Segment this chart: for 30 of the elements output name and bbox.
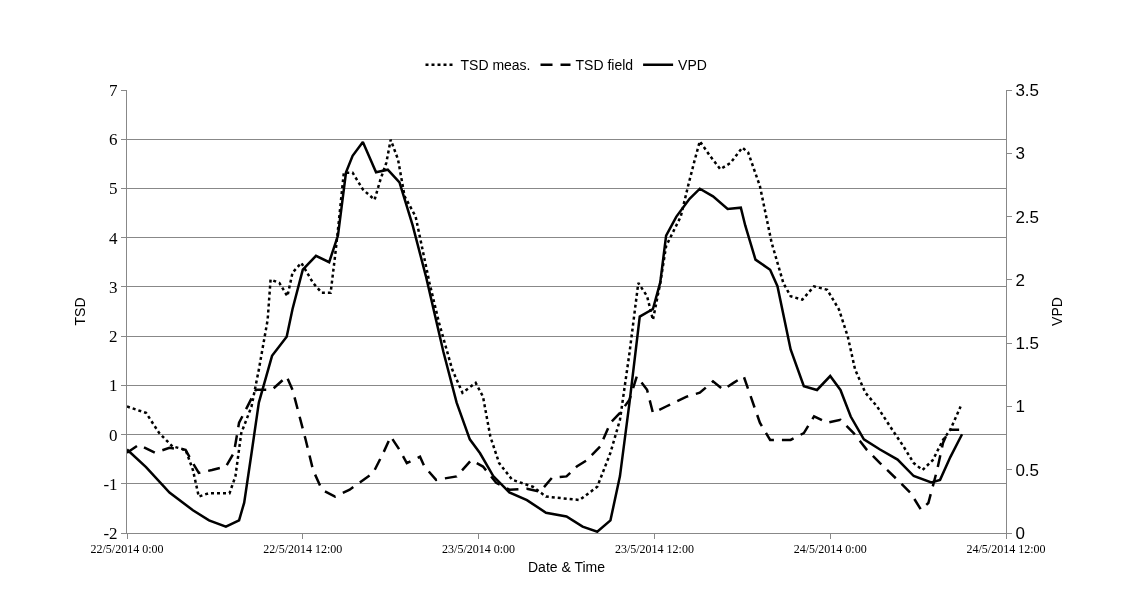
y2-tick-label: 2.5 <box>1015 207 1040 227</box>
x-tick-label: 23/5/2014 12:00 <box>614 542 694 557</box>
y-tick-label: 0 <box>109 425 118 445</box>
y2-tick-label: 0 <box>1015 523 1025 543</box>
y2-tick-label: 3.5 <box>1015 80 1040 100</box>
y-tick-label: -2 <box>103 523 118 543</box>
x-tick-label: 23/5/2014 0:00 <box>442 542 516 557</box>
y2-axis-title: VPD <box>1049 297 1066 326</box>
x-axis-title: Date & Time <box>527 558 606 575</box>
y-tick-label: 7 <box>109 80 119 100</box>
legend-label: VPD <box>678 57 707 74</box>
y2-tick-label: 0.5 <box>1015 460 1040 480</box>
y-tick-label: 6 <box>109 130 118 150</box>
y2-tick-label: 3 <box>1015 144 1025 164</box>
y-tick-label: 3 <box>109 277 118 297</box>
y-axis-title: TSD <box>72 297 89 326</box>
x-tick-label: 24/5/2014 12:00 <box>966 542 1046 557</box>
y2-tick-label: 1 <box>1015 397 1025 417</box>
y-tick-label: 2 <box>109 327 118 347</box>
y-tick-label: 1 <box>109 376 118 396</box>
x-tick-label: 22/5/2014 0:00 <box>90 542 164 557</box>
legend-label: TSD field <box>575 57 634 74</box>
legend-label: TSD meas. <box>460 57 531 74</box>
y-tick-label: 5 <box>109 179 118 199</box>
y2-tick-label: 2 <box>1015 270 1025 290</box>
y-tick-label: -1 <box>103 474 118 494</box>
y-tick-label: 4 <box>109 228 119 248</box>
x-tick-label: 24/5/2014 0:00 <box>793 542 867 557</box>
y2-tick-label: 1.5 <box>1015 334 1040 354</box>
x-tick-label: 22/5/2014 12:00 <box>263 542 343 557</box>
